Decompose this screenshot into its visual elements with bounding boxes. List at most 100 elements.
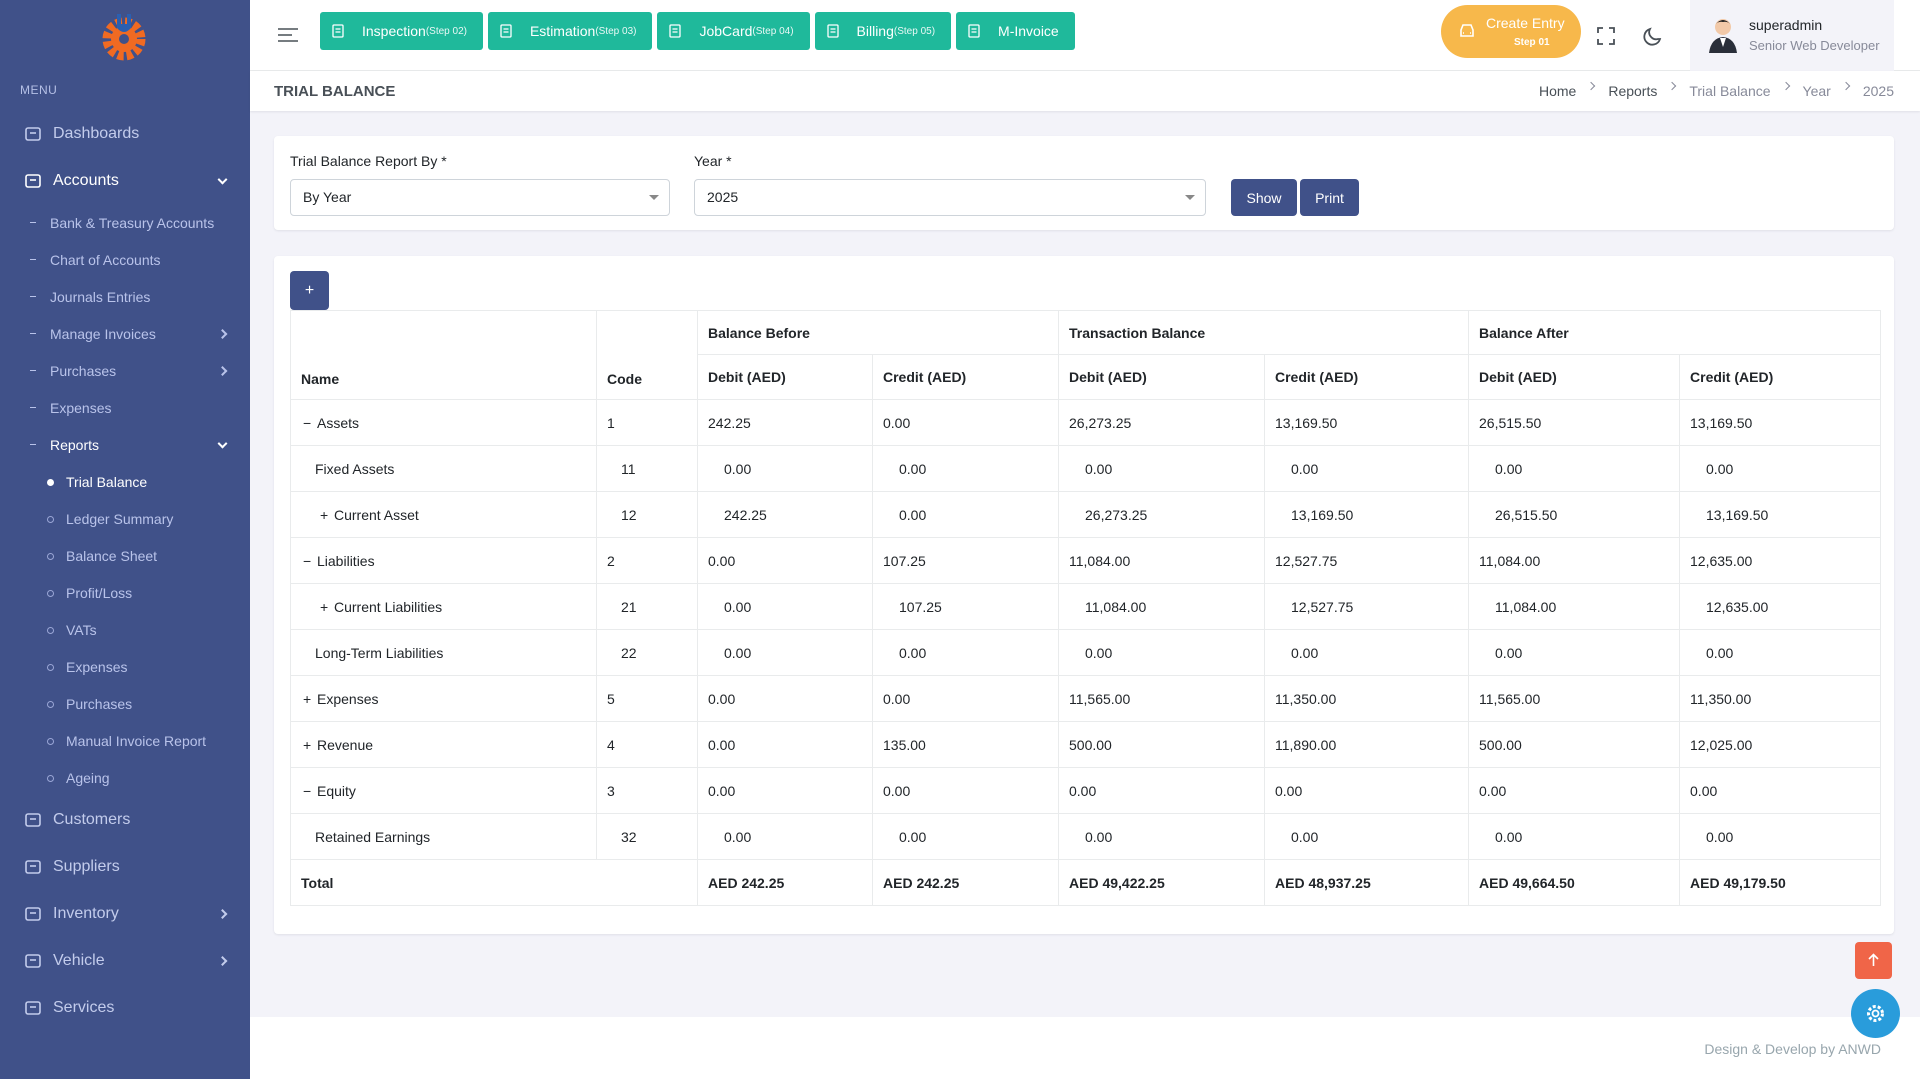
nav-label: Purchases [66,695,133,712]
amount-cell: 26,515.50 [1468,399,1681,446]
breadcrumb-separator [1587,81,1596,91]
logo[interactable] [98,10,150,62]
nav-label: Inventory [53,904,119,922]
step-label: Inspection [362,23,426,39]
nav-item[interactable]: Customers [0,796,250,843]
print-button[interactable]: Print [1300,179,1359,216]
nav-label: Profit/Loss [66,584,133,601]
row-toggle[interactable]: + [303,736,312,753]
user-role: Senior Web Developer [1749,38,1880,53]
group-header: Balance After [1468,310,1882,355]
step-button[interactable]: Inspection (Step 02) [320,12,483,50]
row-toggle[interactable]: + [303,690,312,707]
step-button[interactable]: M-Invoice [956,12,1075,50]
menu-toggle[interactable] [278,27,298,43]
nav-subitem[interactable]: Purchases [0,685,250,722]
menu-icon [25,859,41,874]
nav-subitem[interactable]: Ageing [0,759,250,796]
step-button[interactable]: Billing (Step 05) [814,12,952,50]
nav-subitem[interactable]: Manage Invoices [0,315,250,352]
nav-item[interactable]: Accounts [0,157,250,204]
nav-label: Journals Entries [50,288,151,305]
amount-cell: 11,565.00 [1468,675,1681,722]
report-by-select[interactable]: By Year [290,179,670,216]
nav-subitem[interactable]: Purchases [0,352,250,389]
account-code: 21 [596,583,698,630]
fullscreen-button[interactable] [1597,27,1615,45]
row-toggle[interactable]: − [303,414,312,431]
create-entry-label: Create Entry [1486,15,1565,31]
nav-subitem[interactable]: Ledger Summary [0,500,250,537]
nav-item[interactable]: Vehicle [0,937,250,984]
group-header: Balance Before [697,310,1059,355]
account-code: 2 [596,537,698,584]
nav-label: Vehicle [53,951,105,969]
expand-all-button[interactable]: + [290,271,329,310]
nav-item[interactable]: Services [0,984,250,1031]
table-head: Name Code Balance Before Transaction Balanc… [290,310,1882,400]
breadcrumb[interactable]: Trial Balance [1689,83,1771,99]
amount-cell: 11,084.00 [1058,583,1265,630]
trial-balance-table: Name Code Balance Before Transaction Balanc… [290,310,1882,906]
nav-subitem[interactable]: VATs [0,611,250,648]
amount-cell: 0.00 [697,629,873,676]
nav-subitem[interactable]: Reports [0,426,250,463]
amount-cell: 11,565.00 [1058,675,1265,722]
account-name-cell: + Expenses [290,675,597,722]
breadcrumbs: Home Reports Trial Balance Year 2025 [1538,81,1894,99]
breadcrumb[interactable]: Year [1802,83,1831,99]
amount-cell: 0.00 [872,813,1059,860]
amount-cell: 0.00 [1263,767,1470,814]
nav-subitem[interactable]: Expenses [0,389,250,426]
row-toggle[interactable]: − [303,782,312,799]
settings-button[interactable] [1851,989,1900,1038]
amount-cell: 11,084.00 [1468,537,1681,584]
breadcrumb-separator [1781,81,1790,91]
year-select[interactable]: 2025 [694,179,1206,216]
breadcrumb[interactable]: Reports [1608,83,1658,99]
nav-subitem[interactable]: Profit/Loss [0,574,250,611]
nav-label: Expenses [50,399,112,416]
nav-subitem[interactable]: Balance Sheet [0,537,250,574]
header-cell: Credit (AED) [1263,354,1470,400]
theme-toggle[interactable] [1643,26,1663,46]
account-row: Fixed Assets 11 0.00 0.00 0.00 0.00 0.00 0.00 [290,445,1882,492]
filter-card: Trial Balance Report By * By Year Year *… [274,136,1894,230]
nav-subitem[interactable]: Expenses [0,648,250,685]
step-icon [826,24,839,38]
create-entry-button[interactable]: Create Entry Step 01 [1441,5,1581,58]
nav-item[interactable]: Dashboards [0,110,250,157]
account-code: 12 [596,491,698,538]
step-label: Estimation [529,23,596,39]
amount-cell: 0.00 [1679,767,1882,814]
step-button[interactable]: JobCard (Step 04) [657,12,810,50]
footer-text: Design & Develop by ANWD [1704,1041,1881,1057]
scroll-top-button[interactable] [1855,942,1892,979]
amount-cell: 0.00 [697,675,873,722]
amount-cell: 11,084.00 [1468,583,1681,630]
user-menu[interactable]: superadmin Senior Web Developer [1690,0,1894,71]
nav-subitem[interactable]: Bank & Treasury Accounts [0,204,250,241]
account-name-cell: − Equity [290,767,597,814]
breadcrumb[interactable]: Home [1538,83,1577,99]
step-button[interactable]: Estimation (Step 03) [487,12,653,50]
nav-subitem[interactable]: Trial Balance [0,463,250,500]
row-toggle[interactable]: − [303,552,312,569]
amount-cell: 0.00 [872,767,1059,814]
row-toggle[interactable]: + [320,598,329,615]
row-toggle[interactable]: + [320,506,329,523]
table-body: − Assets 1 242.25 0.00 26,273.25 13,169.50 26,5… [290,399,1882,906]
amount-cell: 107.25 [872,583,1059,630]
step-icon [332,24,344,38]
account-name: Long-Term Liabilities [315,644,444,661]
topbar: Inspection (Step 02) Estimation (Step 03) Jo… [250,0,1920,71]
nav-subitem[interactable]: Manual Invoice Report [0,722,250,759]
nav-item[interactable]: Inventory [0,890,250,937]
nav-subitem[interactable]: Journals Entries [0,278,250,315]
account-name-cell: Long-Term Liabilities [290,629,597,676]
nav-item[interactable]: Suppliers [0,843,250,890]
show-button[interactable]: Show [1231,179,1297,216]
nav-subitem[interactable]: Chart of Accounts [0,241,250,278]
